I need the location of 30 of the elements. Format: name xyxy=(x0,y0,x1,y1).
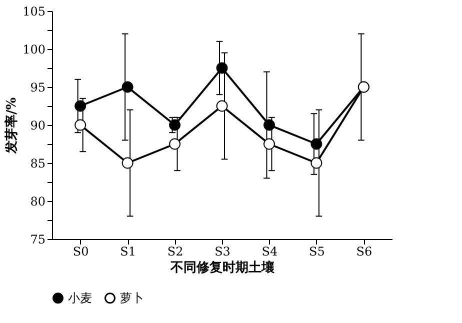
x-tick-label: S3 xyxy=(214,244,230,258)
x-tick-label: S5 xyxy=(309,244,325,258)
legend-label: 萝卜 xyxy=(120,291,144,306)
point xyxy=(263,119,275,131)
y-tick-label: 75 xyxy=(30,232,46,246)
point xyxy=(74,119,86,131)
y-tick-label: 100 xyxy=(22,42,46,56)
point xyxy=(310,138,322,150)
x-tick-label: S0 xyxy=(72,244,89,258)
x-axis-title: 不同修复时期土壤 xyxy=(170,260,276,276)
x-tick-label: S4 xyxy=(262,244,278,258)
y-tick-label: 105 xyxy=(22,4,46,18)
x-tick-label: S6 xyxy=(356,244,372,258)
point xyxy=(169,138,181,150)
y-tick-label: 90 xyxy=(30,118,46,132)
x-tick-label: S2 xyxy=(167,244,184,258)
point xyxy=(169,119,181,131)
y-axis-title: 发芽率/% xyxy=(4,96,20,155)
x-tick-label: S1 xyxy=(120,244,136,258)
y-tick-label: 95 xyxy=(30,80,46,94)
point xyxy=(216,100,228,112)
point xyxy=(216,62,228,74)
point xyxy=(263,138,275,150)
point xyxy=(310,157,322,169)
point xyxy=(74,100,86,112)
point xyxy=(122,81,134,93)
legend-label: 小麦 xyxy=(68,291,92,306)
point xyxy=(122,157,134,169)
y-tick-label: 85 xyxy=(30,156,46,170)
y-tick-label: 80 xyxy=(30,194,46,208)
